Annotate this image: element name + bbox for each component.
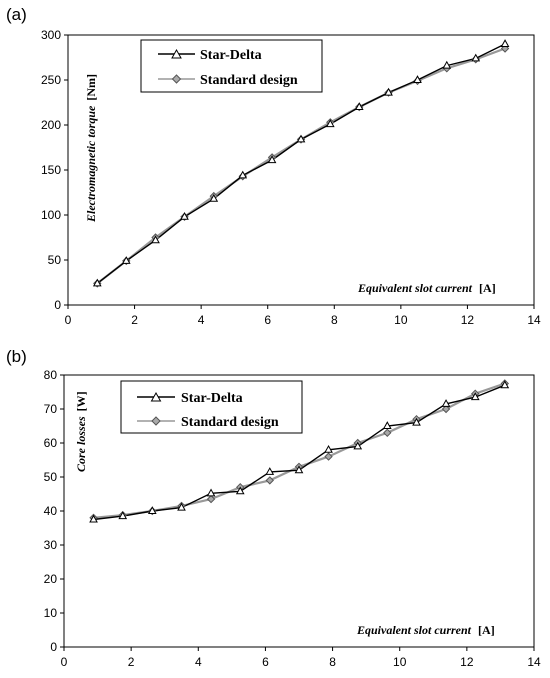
panel-b-y-ticks: 0 10 20 30 40 50 60 70 80 [44,368,64,654]
point-star-delta [324,444,333,453]
panel-b-x-axis-label: Equivalent slot current [A] [356,623,495,637]
x-tick-label: 14 [527,313,541,327]
point-star-delta [180,211,189,220]
y-tick-label: 50 [44,470,58,484]
x-tick-label: 6 [262,655,269,669]
point-star-delta [147,506,157,514]
panel-a-x-axis-label: Equivalent slot current [A] [357,281,496,295]
panel-a-y-axis-label: Electromagnetic torque[Nm] [84,74,98,223]
y-tick-label: 50 [48,253,62,267]
x-tick-label: 4 [198,313,205,327]
point-standard-design [383,428,392,438]
panel-a-x-ticks: 0 2 4 6 8 10 12 14 [65,305,541,327]
panel-b-label: (b) [6,347,27,366]
x-tick-label: 6 [264,313,271,327]
point-star-delta [235,486,245,495]
x-tick-label: 2 [128,655,135,669]
x-tick-label: 8 [331,313,338,327]
panel-a: (a) 0 50 100 150 200 250 300 0 2 4 6 8 10 12 14 Elect… [6,5,541,327]
point-star-delta [442,60,452,69]
x-tick-label: 4 [195,655,202,669]
point-star-delta [206,488,216,497]
y-tick-label: 60 [44,436,58,450]
panel-b-legend: Star-Delta Standard design [120,380,303,434]
y-tick-label: 30 [44,538,58,552]
x-tick-label: 8 [329,655,336,669]
y-tick-label: 70 [44,402,58,416]
x-tick-label: 14 [527,655,541,669]
panel-a-legend-marker-diamond [171,74,182,84]
panel-b-series [89,379,510,523]
y-tick-label: 80 [44,368,58,382]
point-standard-design [265,476,275,485]
point-standard-design [441,404,451,414]
panel-b-y-axis-label: Core losses[W] [74,391,88,472]
x-tick-label: 0 [61,655,68,669]
point-standard-design [206,494,216,504]
point-star-delta [413,75,422,83]
point-star-delta [382,421,392,429]
panel-b-legend-label-star-delta: Star-Delta [181,391,243,406]
point-star-delta [354,102,364,110]
panel-b: (b) 0 10 20 30 40 50 60 70 80 0 2 4 6 8 10 12 14 Core l… [6,347,541,669]
point-star-delta [267,155,277,164]
panel-a-legend-label-standard: Standard design [200,73,298,88]
point-star-delta [177,502,186,511]
point-star-delta [265,467,275,475]
panel-b-x-ticks: 0 2 4 6 8 10 12 14 [61,647,541,669]
y-tick-label: 10 [44,606,58,620]
y-tick-label: 300 [41,28,61,42]
point-star-delta [353,441,363,450]
panel-b-legend-box [120,380,303,434]
panel-b-legend-marker-triangle [150,391,162,402]
point-star-delta [89,514,98,523]
y-tick-label: 0 [50,640,57,654]
x-tick-label: 0 [65,313,72,327]
point-star-delta [441,399,451,407]
point-star-delta [209,193,219,202]
point-star-delta [118,511,128,520]
x-tick-label: 12 [461,313,475,327]
point-star-delta [384,87,393,96]
panel-a-legend-box [140,39,323,93]
panel-a-legend-marker-triangle [171,48,182,59]
point-star-delta [296,134,306,143]
panel-a-legend-label-star-delta: Star-Delta [200,48,262,63]
point-star-delta [238,170,248,179]
y-tick-label: 200 [41,118,61,132]
point-star-delta [500,39,510,47]
x-tick-label: 10 [394,313,408,327]
y-tick-label: 100 [41,208,61,222]
panel-a-label: (a) [6,5,27,24]
point-star-delta [500,380,510,389]
point-star-delta [412,417,421,426]
point-star-delta [325,119,335,128]
panel-a-y-ticks: 0 50 100 150 200 250 300 [41,28,68,312]
point-star-delta [294,465,304,474]
point-star-delta [92,278,102,287]
y-tick-label: 20 [44,572,58,586]
y-tick-label: 150 [41,163,61,177]
x-tick-label: 10 [393,655,407,669]
panel-a-legend: Star-Delta Standard design [140,39,323,93]
y-tick-label: 0 [54,298,61,312]
x-tick-label: 2 [131,313,138,327]
point-star-delta [121,256,131,264]
panel-a-series [92,39,510,288]
x-tick-label: 12 [460,655,474,669]
point-standard-design [324,452,333,461]
y-tick-label: 250 [41,73,61,87]
panel-b-legend-label-standard: Standard design [181,415,279,430]
y-tick-label: 40 [44,504,58,518]
panel-b-legend-marker-diamond [151,416,161,426]
point-star-delta [470,392,480,401]
point-star-delta [151,235,160,244]
point-star-delta [471,53,481,62]
